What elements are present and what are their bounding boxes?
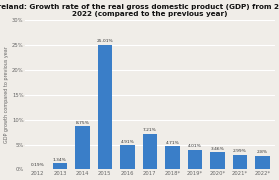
Text: 4.71%: 4.71% [165,141,179,145]
Bar [52,163,67,169]
Text: 3.46%: 3.46% [211,147,224,151]
Text: 8.75%: 8.75% [75,121,89,125]
Y-axis label: GDP growth compared to previous year: GDP growth compared to previous year [4,46,9,143]
Bar [255,156,270,169]
Text: 2.8%: 2.8% [257,150,268,154]
Title: Ireland: Growth rate of the real gross domestic product (GDP) from 2012 to
2022 : Ireland: Growth rate of the real gross d… [0,4,279,17]
Bar [143,134,157,169]
Text: 0.19%: 0.19% [30,163,44,167]
Bar [187,150,202,169]
Bar [30,168,45,169]
Bar [98,45,112,169]
Text: 7.21%: 7.21% [143,128,157,132]
Text: 25.01%: 25.01% [97,39,113,43]
Bar [75,126,90,169]
Text: 4.01%: 4.01% [188,144,202,148]
Bar [165,146,180,169]
Text: 2.99%: 2.99% [233,149,247,153]
Text: 1.34%: 1.34% [53,158,67,161]
Bar [210,152,225,169]
Text: 4.91%: 4.91% [121,140,134,144]
Bar [120,145,135,169]
Bar [233,155,247,169]
